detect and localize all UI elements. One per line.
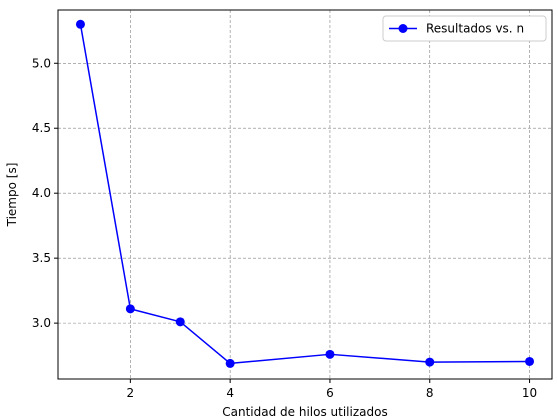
legend: Resultados vs. n — [382, 15, 547, 42]
y-tick-label: 4.0 — [32, 186, 51, 200]
y-tick-label: 4.5 — [32, 121, 51, 135]
data-point — [175, 317, 185, 327]
axis-ticks: 2 4 6 8 10 3.0 3.5 4.0 4.5 5.0 — [32, 56, 537, 400]
x-axis-title: Cantidad de hilos utilizados — [222, 405, 387, 419]
legend-box — [382, 15, 547, 42]
x-tick-label: 8 — [426, 386, 434, 400]
data-point — [125, 304, 135, 314]
x-tick-label: 4 — [226, 386, 234, 400]
legend-label: Resultados vs. n — [426, 22, 524, 36]
legend-marker-sample — [398, 24, 408, 33]
x-tick-label: 2 — [127, 386, 135, 400]
x-tick-label: 10 — [522, 386, 537, 400]
data-point — [325, 349, 335, 359]
series-layer — [75, 19, 535, 368]
plot-frame — [57, 9, 553, 380]
y-tick-label: 3.5 — [32, 251, 51, 265]
y-tick-label: 5.0 — [32, 56, 51, 70]
y-axis-title: Tiempo [s] — [5, 163, 19, 228]
data-point — [525, 356, 535, 366]
data-point — [425, 357, 435, 367]
y-tick-label: 3.0 — [32, 316, 51, 330]
grid — [58, 10, 552, 379]
data-point — [75, 19, 85, 29]
x-tick-label: 6 — [326, 386, 334, 400]
data-point — [225, 358, 235, 368]
